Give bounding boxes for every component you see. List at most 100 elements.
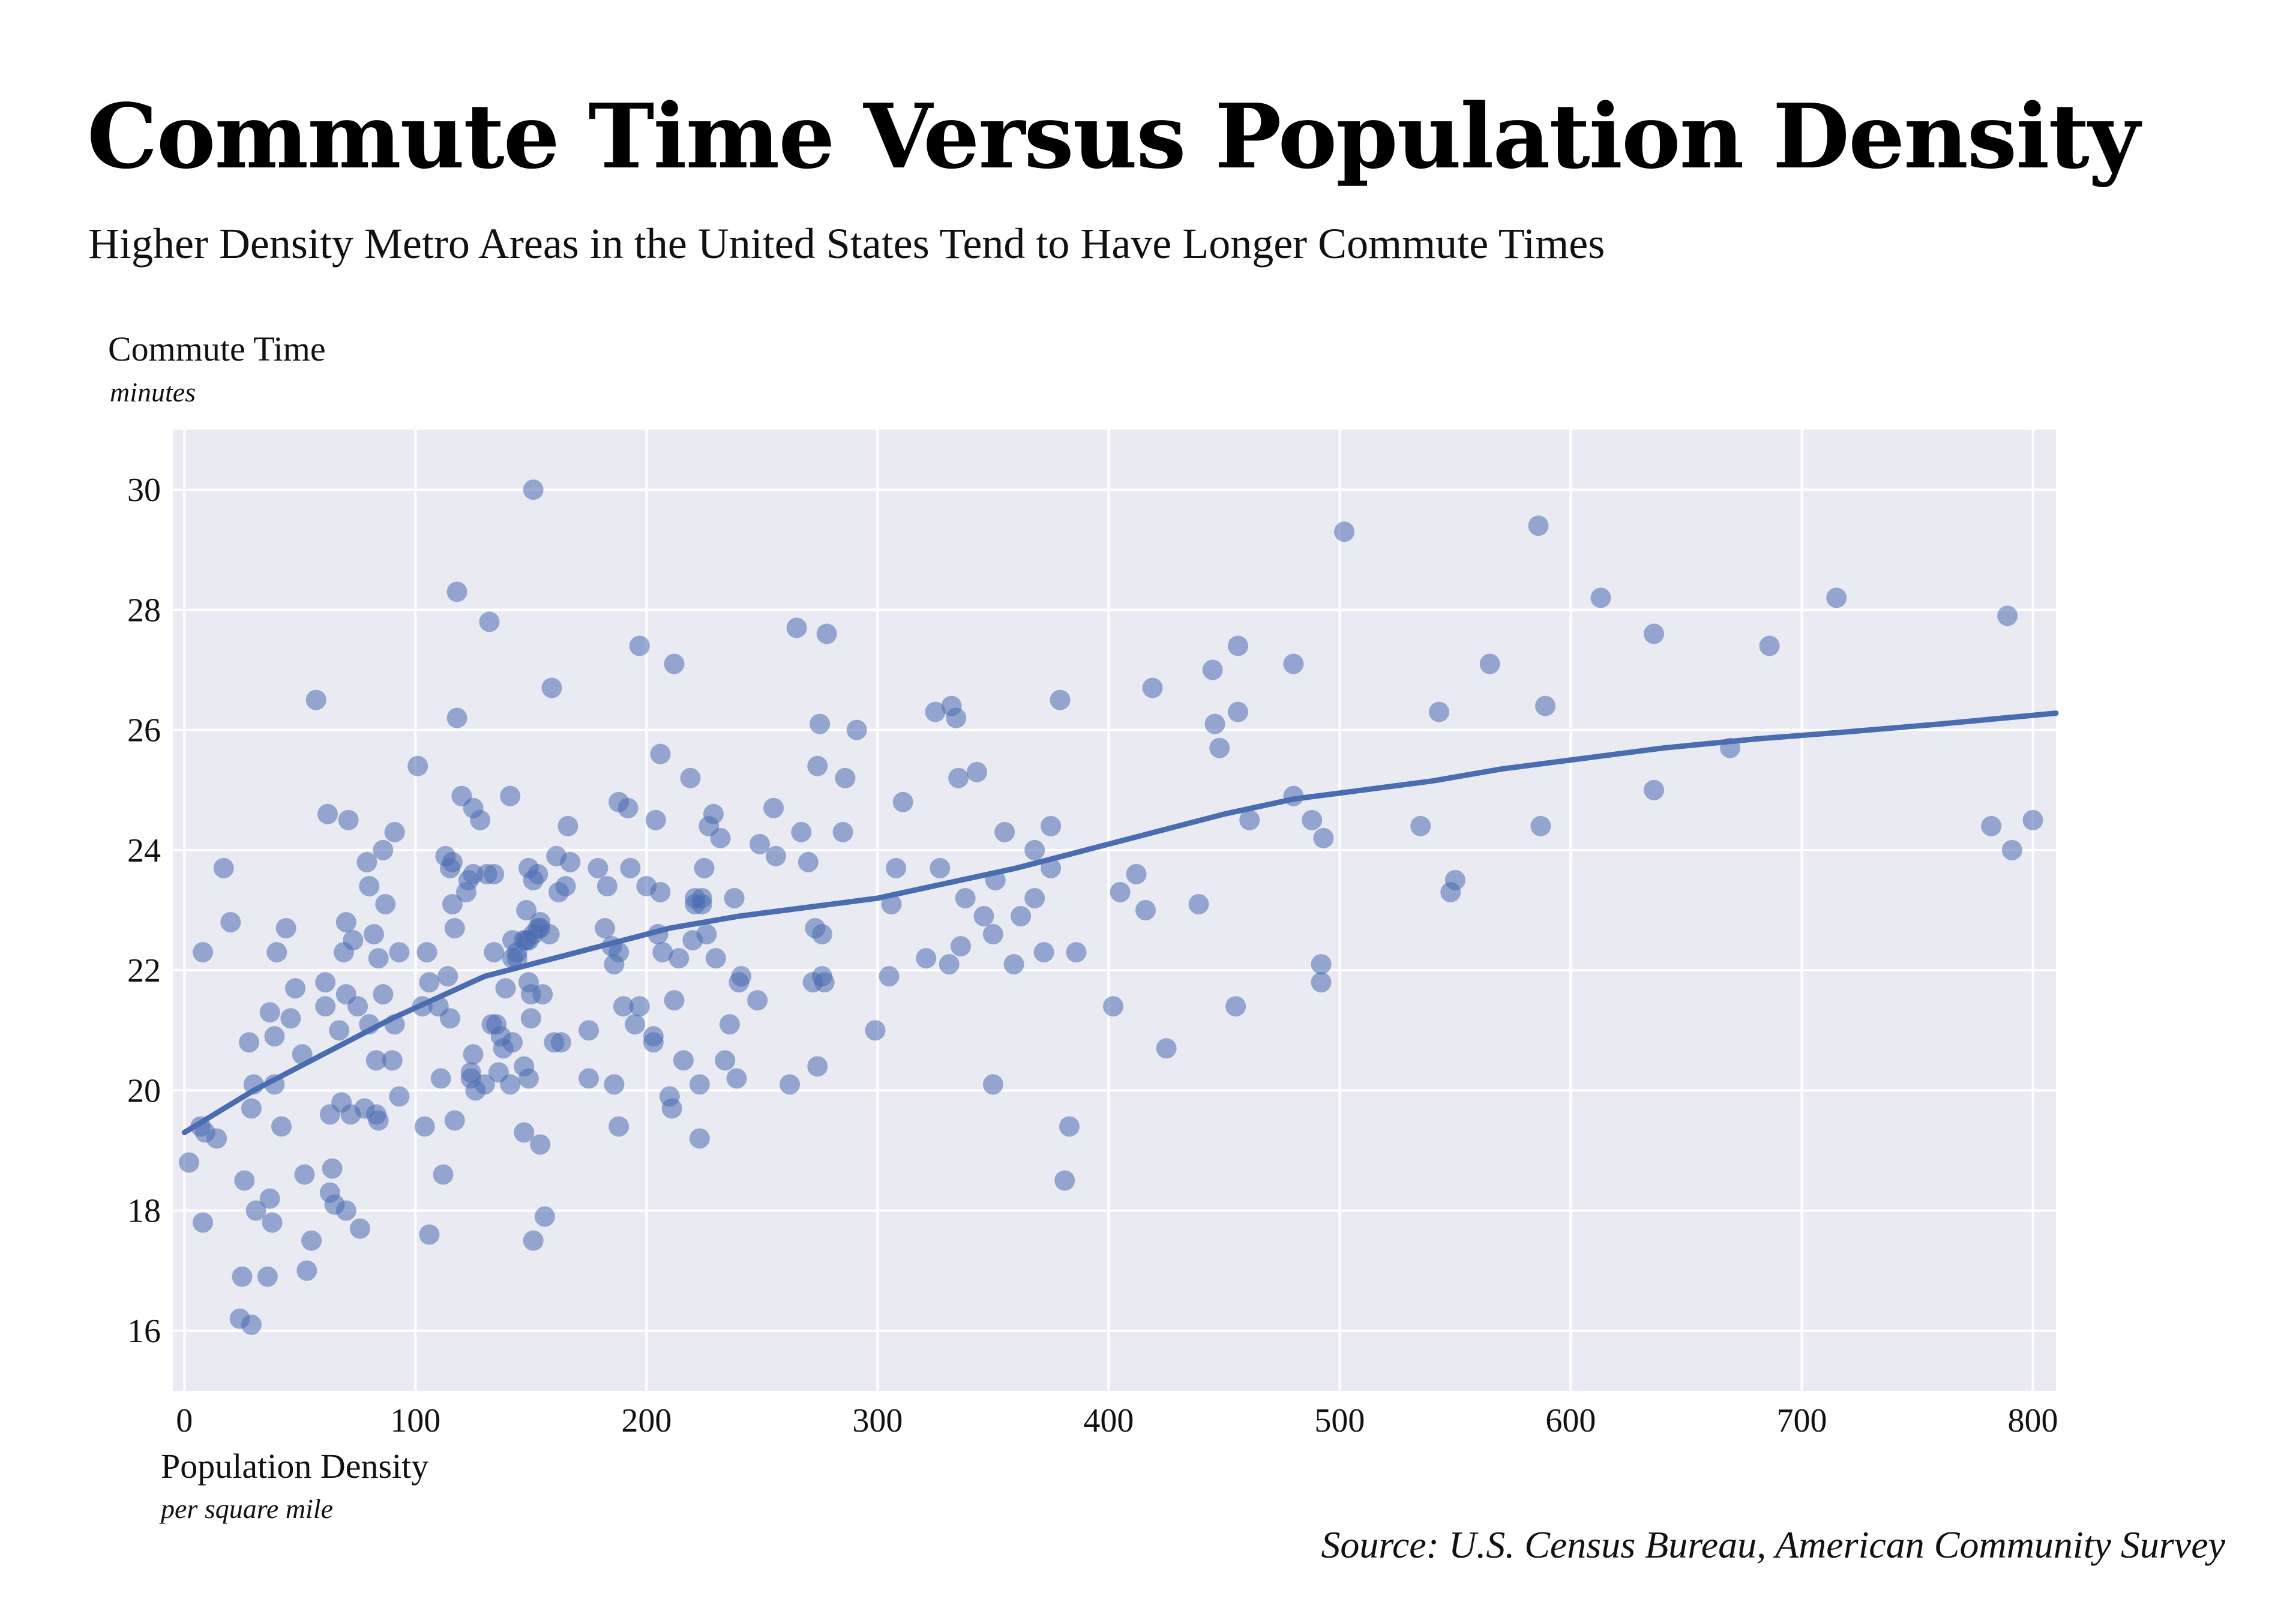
data-point <box>437 966 458 987</box>
data-point <box>1479 653 1500 674</box>
y-tick-label: 28 <box>127 592 161 629</box>
data-point <box>703 803 724 824</box>
data-point <box>879 966 900 987</box>
data-point <box>786 617 807 638</box>
data-point <box>881 893 902 914</box>
data-point <box>652 942 673 963</box>
data-point <box>865 1020 886 1041</box>
data-point <box>384 821 405 842</box>
data-point <box>994 821 1015 842</box>
data-point <box>419 1224 440 1245</box>
data-point <box>673 1050 694 1071</box>
data-point <box>982 1074 1003 1095</box>
data-point <box>1644 623 1665 644</box>
data-point <box>373 839 394 860</box>
data-point <box>1444 869 1465 890</box>
data-point <box>798 851 819 872</box>
data-point <box>414 1116 435 1137</box>
data-point <box>416 942 437 963</box>
data-point <box>1535 695 1556 716</box>
data-point <box>948 767 969 788</box>
x-tick-label: 600 <box>1545 1402 1596 1439</box>
data-point <box>1227 701 1248 722</box>
data-point <box>329 1020 350 1041</box>
data-point <box>1156 1038 1177 1059</box>
grid-lines <box>173 430 2056 1391</box>
data-point <box>382 1050 403 1071</box>
data-point <box>1033 942 1054 963</box>
data-point <box>495 978 516 999</box>
data-point <box>368 948 389 969</box>
data-point <box>1826 587 1847 608</box>
data-point <box>365 1050 386 1071</box>
data-point <box>1239 809 1260 830</box>
data-point <box>973 906 994 927</box>
x-tick-label: 400 <box>1083 1402 1134 1439</box>
data-point <box>257 1266 278 1287</box>
data-point <box>579 1020 600 1041</box>
data-point <box>846 719 867 740</box>
data-point <box>645 809 666 830</box>
data-point <box>1003 954 1024 975</box>
data-point <box>661 1098 682 1119</box>
data-point <box>1066 942 1087 963</box>
data-point <box>294 1164 315 1185</box>
data-point <box>669 948 690 969</box>
data-point <box>588 857 609 878</box>
data-point <box>239 1032 260 1053</box>
data-point <box>664 653 685 674</box>
x-tick-label: 800 <box>2007 1402 2058 1439</box>
data-point <box>1041 815 1062 836</box>
data-point <box>609 1116 630 1137</box>
data-point <box>791 821 812 842</box>
data-point <box>694 857 715 878</box>
data-point <box>532 984 553 1005</box>
data-point <box>613 996 634 1017</box>
data-point <box>514 1122 535 1143</box>
data-point <box>1209 737 1230 758</box>
data-point <box>1410 815 1431 836</box>
data-point <box>178 1152 199 1173</box>
data-point <box>2022 809 2043 830</box>
data-point <box>389 1086 410 1107</box>
data-point <box>389 942 410 963</box>
data-point <box>193 942 214 963</box>
data-point <box>296 1260 317 1281</box>
data-point <box>271 1116 292 1137</box>
data-point <box>886 857 907 878</box>
data-point <box>347 996 368 1017</box>
data-points <box>178 479 2043 1335</box>
data-point <box>966 761 987 782</box>
data-point <box>555 875 576 896</box>
y-tick-label: 20 <box>127 1072 161 1109</box>
data-point <box>232 1266 253 1287</box>
data-point <box>356 851 377 872</box>
data-point <box>604 1074 625 1095</box>
data-point <box>763 797 784 818</box>
data-point <box>1590 587 1611 608</box>
data-point <box>629 635 650 656</box>
data-point <box>442 851 463 872</box>
data-point <box>2001 839 2022 860</box>
x-tick-label: 300 <box>852 1402 903 1439</box>
data-point <box>305 689 326 710</box>
data-point <box>925 701 946 722</box>
data-point <box>275 918 296 939</box>
data-point <box>322 1158 343 1179</box>
data-point <box>502 1032 523 1053</box>
data-point <box>625 1014 646 1035</box>
data-point <box>814 972 835 993</box>
data-point <box>343 930 364 951</box>
data-point <box>440 1008 461 1029</box>
data-point <box>527 863 548 884</box>
data-point <box>430 1068 451 1089</box>
data-point <box>338 809 359 830</box>
data-point <box>691 887 712 908</box>
data-point <box>1024 887 1045 908</box>
data-point <box>285 978 306 999</box>
data-point <box>710 827 731 848</box>
data-point <box>749 833 770 854</box>
x-axis-unit: per square mile <box>161 1493 334 1524</box>
data-point <box>696 924 717 945</box>
